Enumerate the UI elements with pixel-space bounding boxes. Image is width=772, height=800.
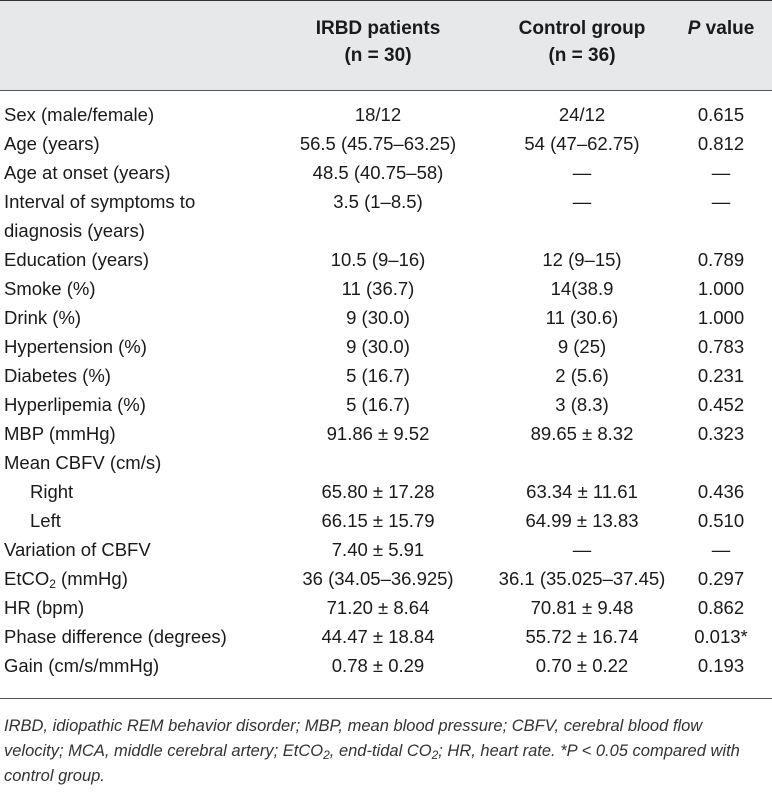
table-row: EtCO2 (mmHg) 36 (34.05–36.925) 36.1 (35.… xyxy=(0,564,772,593)
table-row: Smoke (%) 11 (36.7) 14(38.9 1.000 xyxy=(4,278,745,299)
table-row: Variation of CBFV 7.40 ± 5.91 — — xyxy=(4,539,731,560)
table-row: Education (years) 10.5 (9–16) 12 (9–15) … xyxy=(4,249,745,270)
header-p-value: P value xyxy=(687,18,755,39)
table-header xyxy=(0,0,772,90)
table-row: Left 66.15 ± 15.79 64.99 ± 13.83 0.510 xyxy=(30,510,745,531)
table-row: Interval of symptoms to diagnosis (years… xyxy=(0,187,772,245)
table-row: MBP (mmHg) 91.86 ± 9.52 89.65 ± 8.32 0.3… xyxy=(4,423,745,444)
table-row: HR (bpm) 71.20 ± 8.64 70.81 ± 9.48 0.862 xyxy=(4,597,745,618)
table-row: Mean CBFV (cm/s) xyxy=(4,452,162,473)
table-row: Diabetes (%) 5 (16.7) 2 (5.6) 0.231 xyxy=(4,365,745,386)
header-rule xyxy=(0,90,772,91)
row-label: Interval of symptoms to diagnosis (years… xyxy=(4,191,196,241)
table-row: Sex (male/female) 18/12 24/12 0.615 xyxy=(4,104,745,125)
table-row: Phase difference (degrees) 44.47 ± 18.84… xyxy=(4,626,748,647)
table-row: Age (years) 56.5 (45.75–63.25) 54 (47–62… xyxy=(4,133,745,154)
table-row: Age at onset (years) 48.5 (40.75–58) — — xyxy=(4,162,731,183)
header-control: Control group (n = 36) xyxy=(518,18,646,66)
table-body: Sex (male/female) 18/12 24/12 0.615 Age … xyxy=(0,100,772,680)
table-row: Hyperlipemia (%) 5 (16.7) 3 (8.3) 0.452 xyxy=(4,394,745,415)
row-label: EtCO2 (mmHg) xyxy=(4,568,128,591)
table-row: Right 65.80 ± 17.28 63.34 ± 11.61 0.436 xyxy=(30,481,745,502)
table-footnote: IRBD, idiopathic REM behavior disorder; … xyxy=(4,717,740,785)
table-row: Drink (%) 9 (30.0) 11 (30.6) 1.000 xyxy=(4,307,745,328)
bottom-rule xyxy=(0,698,772,699)
table-row: Gain (cm/s/mmHg) 0.78 ± 0.29 0.70 ± 0.22… xyxy=(4,655,745,676)
table-row: Hypertension (%) 9 (30.0) 9 (25) 0.783 xyxy=(4,336,745,357)
top-rule xyxy=(0,0,772,1)
header-irbd: IRBD patients (n = 30) xyxy=(315,18,441,66)
